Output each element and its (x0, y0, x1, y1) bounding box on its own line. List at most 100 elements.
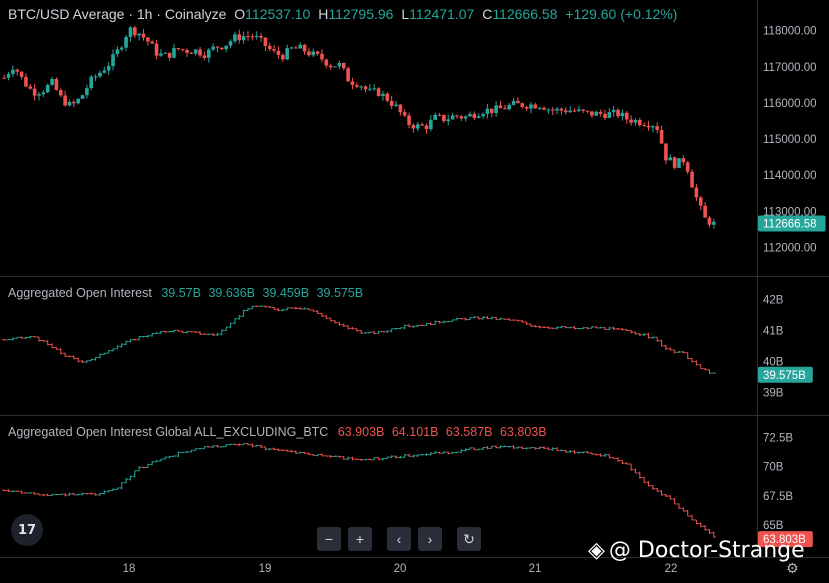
candle-body (355, 85, 359, 87)
candle-body (58, 89, 63, 96)
candle-body (102, 70, 107, 73)
candle-body (624, 112, 629, 120)
y-tick-label: 115000.00 (763, 134, 817, 146)
candle-body (119, 47, 124, 50)
x-tick-label: 18 (123, 563, 136, 575)
candle-body (307, 51, 311, 56)
candle-body (328, 65, 333, 68)
candle-body (167, 52, 172, 58)
zoom-in-button[interactable]: + (348, 527, 372, 551)
candle-body (476, 116, 481, 118)
candle-body (11, 69, 15, 75)
candle-body (202, 55, 207, 58)
candle-body (198, 49, 202, 56)
main-legend: BTC/USD Average · 1h · Coinalyze O112537… (8, 6, 681, 22)
candle-body (620, 112, 625, 117)
candle-body (250, 36, 255, 38)
y-tick-label: 118000.00 (763, 26, 817, 38)
candle-body (6, 74, 11, 78)
high-value: 112795.96 (328, 6, 394, 22)
last-value-label: 112666.58 (763, 218, 817, 230)
oi-global-value-1: 63.903B (337, 425, 385, 439)
candle-body (154, 43, 159, 56)
candle-body (533, 104, 538, 109)
last-value-label: 63.803B (763, 534, 806, 546)
candle-body (385, 93, 390, 101)
reset-chart-button[interactable]: ↻ (457, 527, 481, 551)
oi-value-3: 39.459B (262, 286, 310, 300)
candle-body (611, 109, 616, 113)
last-value-tag (758, 215, 826, 232)
scroll-left-button[interactable]: ‹ (387, 527, 411, 551)
scroll-right-button[interactable]: › (418, 527, 442, 551)
candle-body (211, 46, 215, 50)
oi-global-bars (2, 443, 716, 538)
candle-body (76, 98, 80, 104)
candle-body (172, 48, 176, 58)
candle-body (546, 109, 551, 111)
candle-body (368, 88, 372, 90)
candle-body (15, 69, 20, 72)
candle-body (485, 108, 490, 114)
candle-body (146, 37, 150, 42)
candle-body (163, 52, 168, 54)
candle-body (681, 158, 686, 163)
candle-body (655, 126, 660, 131)
candle-body (555, 108, 559, 111)
candle-body (572, 110, 577, 112)
candle-body (189, 52, 194, 54)
candle-body (659, 130, 664, 144)
candle-body (80, 95, 85, 99)
candle-body (315, 51, 320, 54)
candle-body (311, 51, 316, 56)
close-label: C (482, 6, 493, 22)
oi-global-legend: Aggregated Open Interest Global ALL_EXCL… (8, 425, 551, 439)
candle-body (607, 112, 612, 118)
candle-body (651, 126, 655, 128)
candle-body (642, 125, 646, 127)
y-tick-label: 70B (763, 462, 784, 474)
candle-body (707, 217, 712, 225)
candle-body (363, 86, 368, 90)
oi-global-title: Aggregated Open Interest Global ALL_EXCL… (8, 425, 329, 439)
candle-body (698, 197, 703, 206)
candle-body (424, 125, 429, 130)
candle-body (111, 54, 115, 67)
candle-body (703, 205, 707, 218)
candle-body (224, 45, 229, 50)
gear-icon[interactable]: ⚙ (786, 560, 799, 576)
candle-body (585, 110, 590, 112)
candle-body (337, 62, 342, 67)
candle-body (294, 47, 298, 49)
candle-body (281, 54, 285, 60)
candle-body (350, 81, 355, 86)
y-tick-label: 41B (763, 325, 784, 337)
low-value: 112471.07 (409, 6, 475, 22)
oi-global-value-3: 63.587B (445, 425, 493, 439)
candle-body (437, 114, 442, 116)
last-value-tag (758, 366, 813, 383)
candle-body (176, 48, 181, 50)
candle-body (37, 94, 41, 96)
candle-body (498, 105, 503, 109)
change-value: +129.60 (+0.12%) (565, 6, 678, 22)
candle-body (402, 112, 407, 116)
candle-body (542, 107, 546, 110)
candle-body (633, 119, 638, 123)
y-tick-label: 117000.00 (763, 62, 817, 74)
candle-body (712, 221, 716, 225)
candle-body (685, 162, 690, 172)
candle-body (420, 124, 424, 126)
y-tick-label: 113000.00 (763, 206, 817, 218)
oi-global-value-4: 63.803B (499, 425, 547, 439)
candle-body (150, 41, 155, 44)
candle-body (481, 113, 485, 117)
candle-body (433, 114, 437, 120)
candle-body (302, 44, 307, 52)
tradingview-logo[interactable]: 17 (11, 514, 43, 546)
candle-body (472, 113, 477, 118)
candle-body (616, 109, 620, 117)
zoom-out-button[interactable]: − (317, 527, 341, 551)
oi-bars (2, 305, 716, 374)
